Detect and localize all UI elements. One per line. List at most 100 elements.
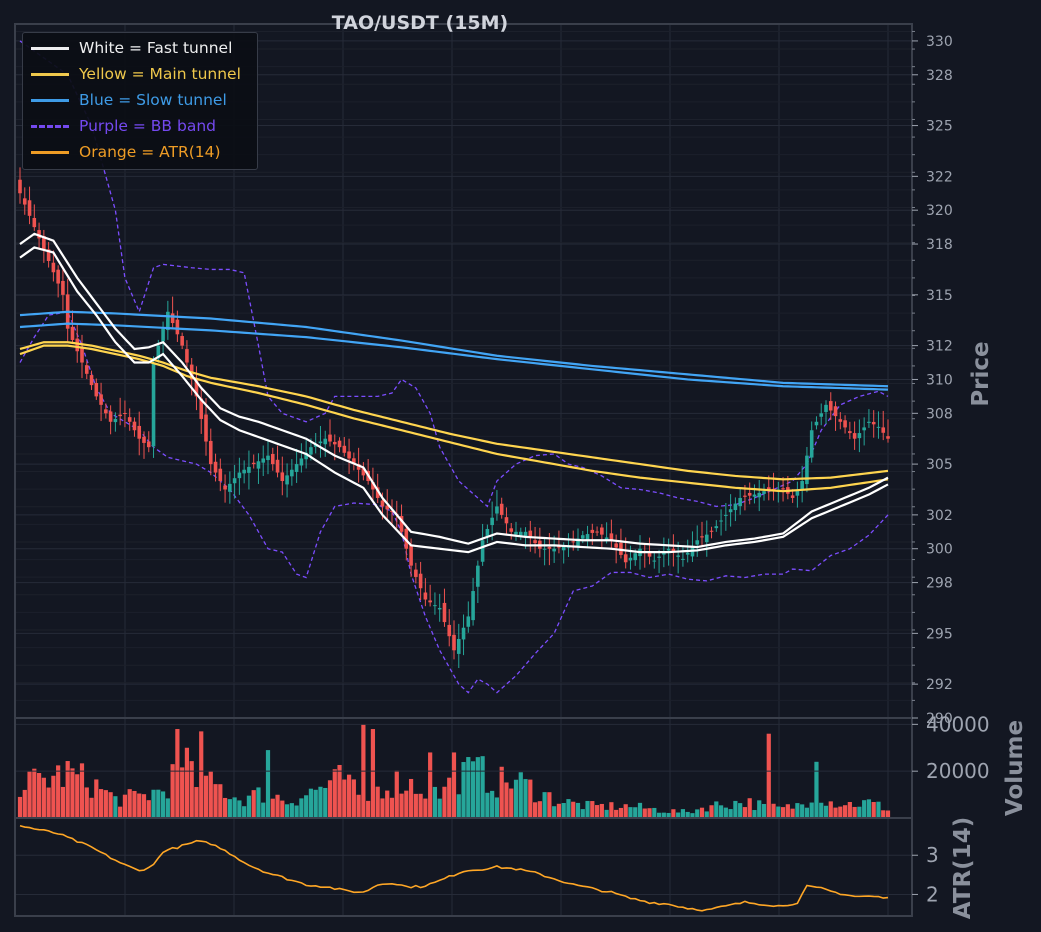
candle-body	[113, 418, 118, 423]
candle	[328, 419, 332, 447]
volume-bar	[399, 793, 404, 818]
volume-bar	[108, 792, 113, 818]
candle-body	[170, 313, 175, 324]
volume-bar	[656, 812, 662, 818]
volume-bar	[151, 789, 156, 818]
volume-bar	[718, 805, 724, 818]
volume-bar	[36, 773, 42, 818]
volume-bar	[280, 800, 285, 818]
candle-body	[781, 488, 785, 490]
candle	[595, 526, 599, 536]
volume-bar	[680, 809, 686, 818]
candle	[251, 454, 256, 469]
volume-bar	[160, 791, 166, 818]
volume-bar	[885, 810, 891, 818]
price-tick-label: 290	[926, 711, 953, 727]
candle-body	[733, 503, 738, 511]
volume-bar	[795, 803, 800, 818]
candle-body	[270, 453, 275, 465]
volume-bar	[633, 807, 638, 818]
candle-body	[27, 200, 32, 216]
volume-bar	[456, 794, 461, 818]
candle-body	[294, 464, 299, 472]
volume-bar	[56, 765, 61, 818]
candle-body	[108, 411, 113, 422]
candle	[714, 520, 719, 532]
volume-bar	[451, 752, 457, 818]
candle-body	[18, 179, 22, 194]
volume-bar	[742, 807, 748, 818]
volume-bar	[790, 808, 795, 818]
candle-body	[528, 530, 533, 538]
candle-body	[876, 426, 881, 428]
volume-bar	[599, 803, 604, 818]
volume-bars	[15, 723, 912, 818]
candle	[108, 405, 113, 435]
candle-body	[604, 537, 609, 540]
slow-upper-line	[19, 310, 889, 388]
volume-bar	[504, 782, 509, 818]
volume-bar	[761, 803, 767, 818]
candle-body	[628, 557, 633, 561]
candle	[146, 431, 151, 453]
candle	[628, 545, 633, 570]
volume-bar	[552, 806, 557, 818]
candle	[232, 464, 237, 499]
candle-body	[390, 510, 394, 513]
candle-body	[657, 556, 661, 558]
candle-body	[609, 533, 614, 541]
candle-body	[280, 472, 285, 482]
candle-body	[309, 447, 313, 455]
main-lower-line	[19, 344, 889, 493]
volume-bar	[380, 798, 385, 818]
volume-bar	[46, 787, 51, 818]
fast-lower-line	[19, 246, 889, 554]
volume-bar	[585, 800, 590, 818]
candle	[585, 525, 590, 549]
candle-body	[452, 634, 456, 651]
candle-body	[428, 600, 432, 603]
volume-bar	[609, 802, 614, 818]
volume-bar	[466, 757, 471, 818]
volume-bar	[618, 807, 624, 818]
volume-bar	[313, 789, 318, 818]
volume-bar	[251, 790, 256, 818]
volume-bar	[804, 807, 810, 818]
volume-bar	[871, 802, 876, 818]
volume-bar	[356, 794, 361, 818]
volume-bar	[442, 786, 447, 818]
candle	[819, 403, 824, 426]
candle	[22, 187, 27, 215]
candle-body	[75, 338, 80, 352]
volume-bar	[423, 798, 428, 818]
candle	[294, 448, 299, 483]
candle	[766, 475, 771, 501]
candle	[647, 537, 652, 565]
volume-bar	[432, 786, 438, 818]
volume-bar	[590, 801, 595, 818]
candle-body	[104, 409, 108, 414]
price-tick-label: 315	[926, 288, 953, 304]
tunnel-series	[19, 232, 889, 554]
candle-body	[208, 440, 213, 465]
candle	[652, 550, 657, 569]
candle-body	[633, 553, 638, 561]
legend-swatch-atr	[31, 150, 69, 154]
candle	[747, 482, 752, 505]
candle-body	[805, 455, 809, 485]
candle-body	[37, 230, 41, 239]
candle-body	[247, 466, 251, 473]
bb-upper-line	[19, 40, 889, 508]
candle	[428, 584, 432, 607]
candle-body	[399, 515, 404, 532]
volume-tick-label: 40000	[926, 712, 990, 736]
candle	[18, 167, 22, 204]
candle	[280, 456, 285, 496]
candle-body	[871, 421, 876, 425]
candle	[657, 549, 661, 574]
candle-body	[700, 536, 704, 538]
candle-body	[585, 534, 590, 541]
candle	[166, 300, 170, 340]
volume-bar	[332, 769, 337, 818]
candle	[590, 523, 595, 545]
